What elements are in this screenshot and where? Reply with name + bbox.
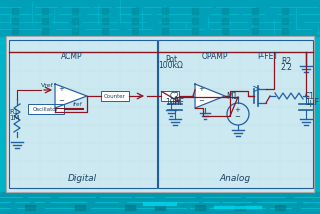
Bar — [282, 18, 288, 24]
Bar — [222, 8, 228, 14]
Bar — [0, 0, 320, 36]
Bar — [252, 18, 258, 24]
Bar — [132, 28, 138, 34]
Text: R2: R2 — [281, 57, 291, 66]
Text: 1M: 1M — [9, 115, 19, 121]
Bar — [102, 18, 108, 24]
Bar — [101, 91, 129, 101]
Bar — [132, 8, 138, 14]
Bar — [222, 18, 228, 24]
Text: +: + — [58, 86, 64, 92]
Bar — [162, 28, 168, 34]
Text: Vref: Vref — [41, 83, 53, 88]
Bar — [12, 18, 18, 24]
Bar — [252, 8, 258, 14]
Text: C2: C2 — [170, 92, 180, 101]
Bar — [282, 8, 288, 14]
Bar — [28, 104, 64, 114]
Text: 100kΩ: 100kΩ — [159, 61, 183, 70]
Bar — [6, 36, 314, 192]
Bar — [25, 205, 35, 210]
Bar — [102, 28, 108, 34]
Bar — [42, 18, 48, 24]
Text: Oscillator: Oscillator — [33, 107, 59, 111]
Bar — [195, 205, 205, 210]
Bar — [155, 205, 165, 210]
Bar — [42, 28, 48, 34]
Bar — [282, 28, 288, 34]
Text: 10nF: 10nF — [165, 98, 184, 107]
Bar — [158, 40, 313, 188]
Bar — [102, 8, 108, 14]
Bar — [72, 18, 78, 24]
Text: fref: fref — [73, 102, 82, 107]
Text: 1μF: 1μF — [305, 98, 319, 107]
Bar — [12, 8, 18, 14]
Bar — [132, 18, 138, 24]
Text: −: − — [58, 98, 64, 104]
Text: −: − — [198, 98, 204, 104]
Bar — [192, 8, 198, 14]
Bar — [222, 28, 228, 34]
Bar — [72, 28, 78, 34]
Text: +: + — [198, 86, 204, 92]
Bar — [9, 40, 157, 188]
Bar — [192, 18, 198, 24]
Bar — [235, 205, 245, 210]
Bar — [161, 91, 179, 101]
Polygon shape — [195, 84, 225, 108]
Text: +: + — [234, 107, 240, 113]
Text: P-FET: P-FET — [258, 52, 278, 61]
Bar — [72, 8, 78, 14]
Bar — [192, 28, 198, 34]
Bar — [12, 28, 18, 34]
Text: OPAMP: OPAMP — [202, 52, 228, 61]
Bar — [75, 205, 85, 210]
Bar — [162, 18, 168, 24]
Text: Counter: Counter — [104, 94, 126, 98]
Bar — [42, 8, 48, 14]
Bar — [275, 205, 285, 210]
Bar — [0, 192, 320, 214]
Text: 2.2: 2.2 — [280, 63, 292, 72]
Bar — [252, 28, 258, 34]
Text: ACMP: ACMP — [61, 52, 83, 61]
Bar — [125, 205, 135, 210]
Text: M1: M1 — [226, 92, 238, 101]
Text: Pot: Pot — [165, 55, 177, 64]
Polygon shape — [55, 84, 87, 108]
Bar — [162, 8, 168, 14]
Text: C1: C1 — [305, 92, 315, 101]
Text: Analog: Analog — [220, 174, 251, 183]
Text: −: − — [234, 114, 240, 120]
Text: R1: R1 — [9, 109, 19, 115]
Text: Digital: Digital — [68, 174, 97, 183]
